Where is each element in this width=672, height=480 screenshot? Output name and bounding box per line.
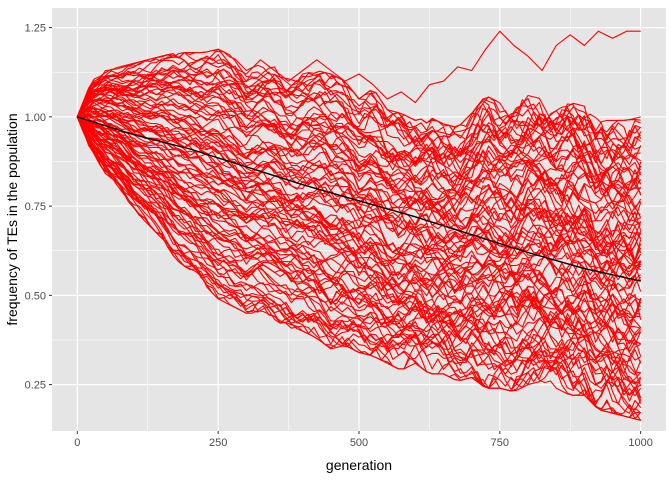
replicate-line <box>76 106 642 231</box>
replicate-line <box>76 116 642 387</box>
replicate-line <box>77 115 642 283</box>
replicate-line-outlier <box>76 30 641 118</box>
replicate-line <box>77 115 642 264</box>
replicate-line <box>76 116 641 277</box>
replicate-line <box>76 116 642 359</box>
x-tick-label: 250 <box>209 437 227 449</box>
replicate-line <box>76 83 642 203</box>
x-tick-label: 500 <box>350 437 368 449</box>
replicate-line <box>76 116 641 345</box>
replicate-line <box>76 116 641 374</box>
y-tick-label: 0.25 <box>25 380 46 392</box>
replicate-line <box>76 96 642 210</box>
replicate-line <box>77 116 642 293</box>
y-tick-label: 0.50 <box>25 290 46 302</box>
replicate-line <box>76 116 642 318</box>
replicate-line <box>77 116 641 327</box>
replicate-line <box>76 82 641 172</box>
replicate-line <box>77 116 642 288</box>
mean-line-group <box>77 116 641 282</box>
replicate-line <box>77 110 642 253</box>
x-tick-label: 750 <box>491 437 509 449</box>
replicate-line <box>77 113 642 282</box>
y-tick-label: 1.00 <box>25 112 46 124</box>
replicate-line <box>77 112 642 273</box>
replicate-line <box>76 88 641 210</box>
replicate-line <box>76 116 642 357</box>
y-axis-title: frequency of TEs in the population <box>4 113 20 325</box>
x-axis-title: generation <box>326 457 392 473</box>
replicate-line <box>76 68 641 165</box>
replicate-line <box>76 110 641 268</box>
replicate-line <box>76 88 642 208</box>
replicate-line <box>76 84 642 190</box>
y-axis-ticks: 0.25 0.50 0.75 1.00 1.25 <box>25 23 52 392</box>
y-tick-label: 0.75 <box>25 201 46 213</box>
mean-line <box>77 116 641 282</box>
x-axis-ticks: 0 250 500 750 1000 <box>74 431 653 449</box>
replicate-line <box>76 48 642 152</box>
x-tick-label: 1000 <box>628 437 652 449</box>
replicate-line <box>77 116 642 319</box>
replicate-line <box>76 97 642 236</box>
replicate-line <box>76 116 642 317</box>
x-tick-label: 0 <box>74 437 80 449</box>
replicate-line <box>76 116 642 385</box>
replicate-line <box>76 116 642 328</box>
replicate-line <box>76 93 641 229</box>
replicate-lines <box>76 30 642 421</box>
replicate-line <box>76 49 641 150</box>
replicate-line <box>76 116 642 345</box>
replicate-line <box>77 116 642 303</box>
replicate-line <box>76 116 642 399</box>
replicate-line <box>76 54 642 161</box>
replicate-line <box>77 116 642 301</box>
replicate-line <box>77 113 642 288</box>
replicate-line <box>76 116 642 397</box>
replicate-line <box>76 116 641 353</box>
y-tick-label: 1.25 <box>25 23 46 35</box>
